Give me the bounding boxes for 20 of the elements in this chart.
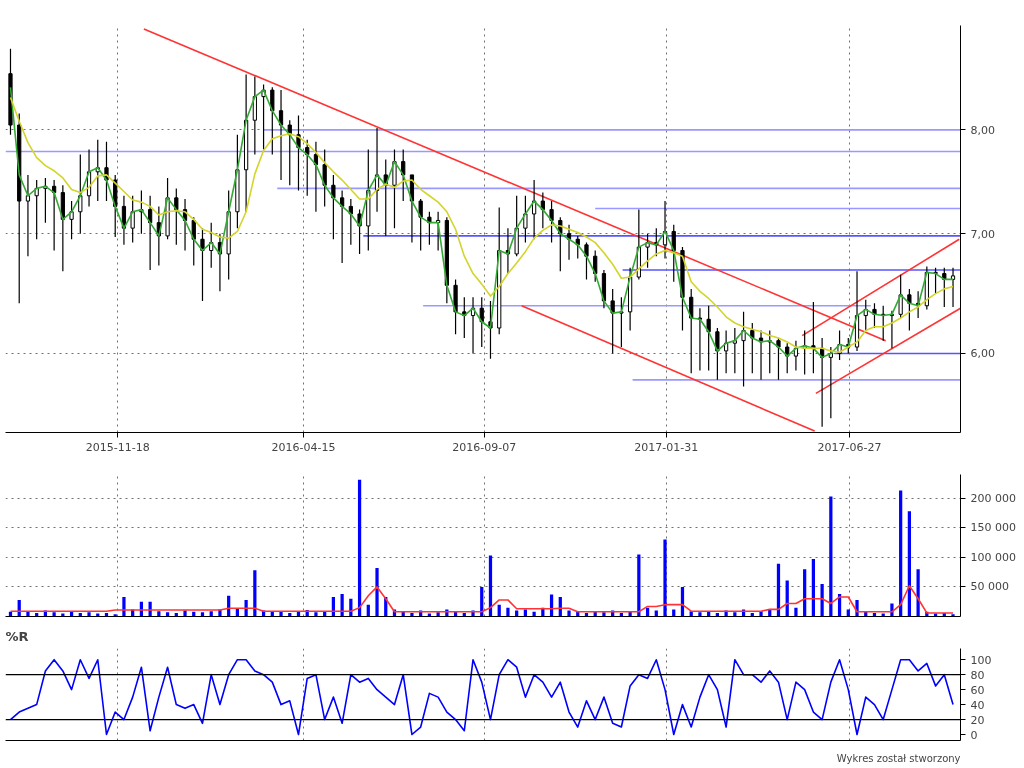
y-tick-label: 20 <box>970 713 985 727</box>
y-tick-label: 60 <box>970 683 985 697</box>
y-tick-label: 40 <box>970 698 985 712</box>
y-tick-label: 150 000 <box>970 521 1016 535</box>
y-tick-label: 80 <box>970 668 985 682</box>
y-tick-label: 7,00 <box>970 227 995 241</box>
x-tick-label: 2017-01-31 <box>634 440 699 454</box>
y-tick-label: 200 000 <box>970 491 1016 505</box>
y-tick-label: 50 000 <box>970 580 1009 594</box>
y-tick-label: 6,00 <box>970 347 995 361</box>
x-tick-label: 2016-09-07 <box>452 440 517 454</box>
chart-title: %R <box>5 628 29 644</box>
x-tick-label: 2016-04-15 <box>271 440 336 454</box>
y-tick-label: 100 <box>970 653 992 667</box>
x-tick-label: 2017-06-27 <box>817 440 882 454</box>
y-tick-label: 100 000 <box>970 550 1016 564</box>
y-tick-label: 0 <box>970 728 978 742</box>
x-tick-label: 2015-11-18 <box>85 440 150 454</box>
text: Wykres został stworzony <box>836 752 961 764</box>
y-tick-label: 8,00 <box>970 123 995 137</box>
